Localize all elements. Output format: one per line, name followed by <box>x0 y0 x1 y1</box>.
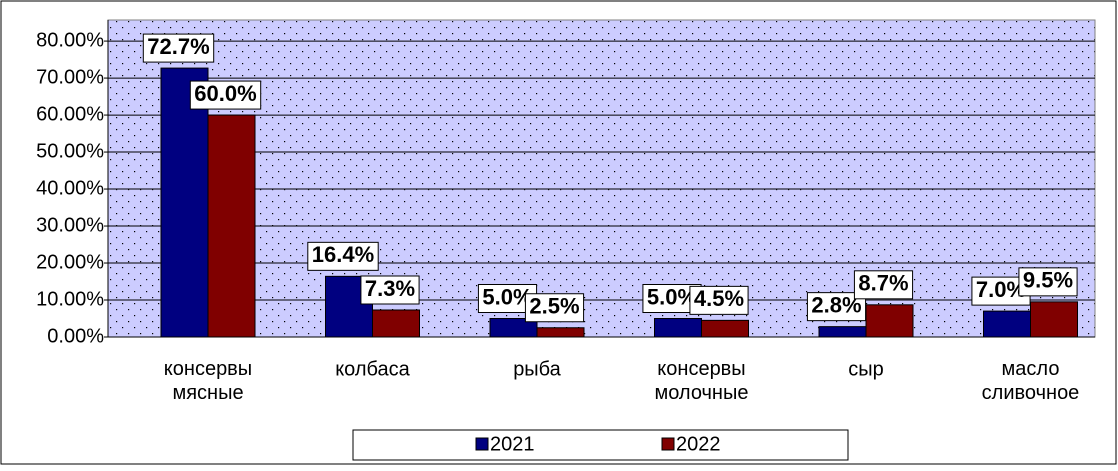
x-tick-label: консервы мясные <box>164 358 252 404</box>
y-tick-label: 50.00% <box>36 140 104 162</box>
y-tick-label: 10.00% <box>36 288 104 310</box>
x-tick-label: колбаса <box>335 358 410 380</box>
y-tick-label: 30.00% <box>36 214 104 236</box>
value-label-text: 5.0% <box>647 284 697 309</box>
value-label-text: 60.0% <box>194 81 256 106</box>
value-label-text: 7.3% <box>365 276 415 301</box>
value-label: 60.0% <box>189 80 262 110</box>
y-tick-label: 20.00% <box>36 251 104 273</box>
value-label-box <box>307 241 379 271</box>
bar <box>654 318 702 338</box>
y-tick-label: 80.00% <box>36 29 104 51</box>
value-label-text: 8.7% <box>858 271 908 296</box>
value-label: 16.4% <box>307 241 379 271</box>
y-tick-label: 60.00% <box>36 103 104 125</box>
bar <box>1030 301 1078 338</box>
x-tick-line: молочные <box>655 382 749 404</box>
value-label: 7.0% <box>971 276 1031 306</box>
value-label: 8.7% <box>853 270 914 300</box>
value-label-box <box>853 270 914 300</box>
x-tick-line: консервы <box>657 358 745 380</box>
x-tick-line: сливочное <box>982 382 1080 404</box>
x-tick-line: мясные <box>172 382 243 404</box>
value-label-text: 4.5% <box>694 286 744 311</box>
legend-label: 2021 <box>490 433 535 455</box>
legend-swatch <box>475 437 489 451</box>
value-label: 4.5% <box>689 285 749 315</box>
plot-area <box>107 19 1096 338</box>
x-tick-label: масло сливочное <box>982 358 1080 404</box>
value-label-text: 2.8% <box>811 292 861 317</box>
value-label: 9.5% <box>1018 267 1078 297</box>
value-label: 7.3% <box>360 275 420 305</box>
bar <box>536 327 585 338</box>
bar <box>207 114 256 338</box>
bar <box>701 319 749 338</box>
value-label-box <box>189 80 262 110</box>
x-tick-line: консервы <box>164 358 252 380</box>
legend-label: 2022 <box>676 433 721 455</box>
bar <box>865 304 914 338</box>
y-tick-label: 0.00% <box>47 325 104 347</box>
value-label-text: 16.4% <box>312 242 374 267</box>
x-tick-line: масло <box>1002 358 1060 380</box>
y-tick-label: 70.00% <box>36 66 104 88</box>
legend-swatch <box>661 437 675 451</box>
value-label-box <box>1018 267 1078 297</box>
bar <box>983 310 1031 338</box>
value-label: 2.8% <box>806 292 867 322</box>
value-label-text: 2.5% <box>529 294 579 319</box>
value-label-box <box>524 293 585 323</box>
value-label-text: 7.0% <box>976 277 1026 302</box>
value-label-box <box>142 33 215 63</box>
x-tick-label: консервы молочные <box>655 358 749 404</box>
x-tick-label: рыба <box>513 358 561 380</box>
x-tick-label: сыр <box>848 358 884 380</box>
value-label-text: 72.7% <box>147 34 209 59</box>
bar <box>818 326 867 338</box>
value-label-box <box>360 275 420 305</box>
bar <box>160 67 209 338</box>
y-tick-label: 40.00% <box>36 177 104 199</box>
bar <box>372 309 420 338</box>
value-label-box <box>689 285 749 315</box>
value-label: 2.5% <box>524 293 585 323</box>
value-label: 72.7% <box>142 33 215 63</box>
value-label-text: 9.5% <box>1023 268 1073 293</box>
legend <box>352 429 849 461</box>
value-label-text: 5.0% <box>482 284 532 309</box>
